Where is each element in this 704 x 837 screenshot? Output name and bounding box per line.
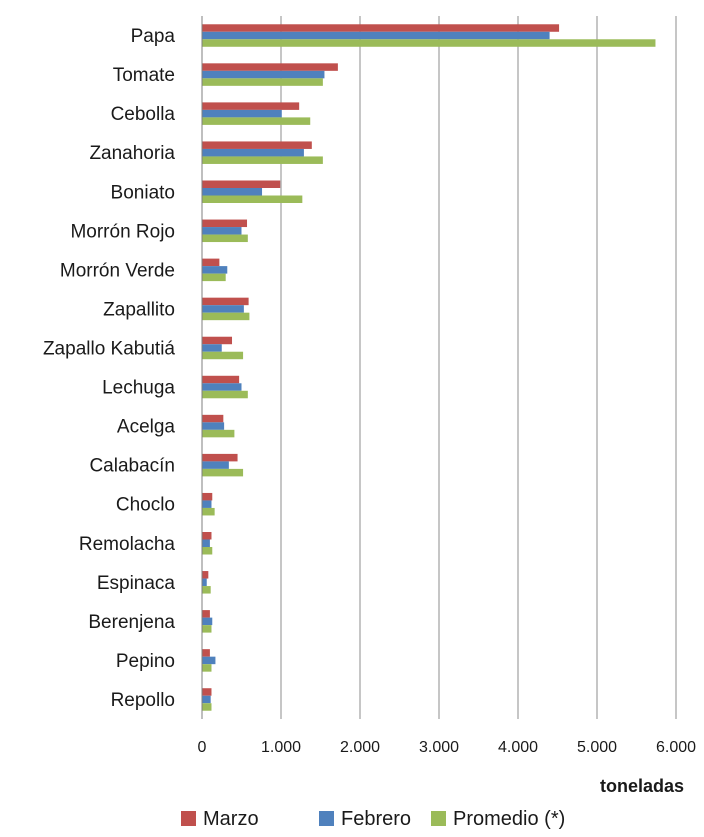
category-label: Choclo [116,495,175,516]
category-labels: Papa Tomate Cebolla Zanahoria Boniato Morrón … [43,26,175,711]
x-tick-label: 2.000 [340,739,380,756]
bar-marzo-17 [202,688,212,696]
bar-febrero-8 [202,344,222,352]
category-label: Papa [131,26,176,47]
bar-marzo-11 [202,453,238,462]
x-tick-label: 5.000 [577,739,617,756]
legend: Marzo Febrero Promedio (*) [181,808,565,830]
category-label: Boniato [111,182,175,203]
bar-promedio-10 [202,429,235,438]
gridlines [280,16,677,719]
category-label: Zapallo Kabutiá [43,338,175,359]
bar-marzo-1 [202,63,338,71]
bar-promedio-14 [202,586,211,594]
bar-marzo-14 [202,571,209,579]
x-tick-label: 0 [198,739,207,756]
bar-febrero-11 [202,461,229,469]
x-tick-label: 6.000 [656,739,696,756]
bar-febrero-0 [202,31,550,40]
x-tick-labels: 0 1.000 2.000 3.000 4.000 5.000 6.000 [198,739,697,756]
legend-swatch [181,811,196,826]
category-label: Zapallito [103,299,175,320]
x-tick-label: 4.000 [498,739,538,756]
bar-promedio-4 [202,195,303,203]
x-axis-title: toneladas [600,776,684,796]
bar-febrero-1 [202,70,325,79]
bar-marzo-4 [202,180,281,188]
bar-febrero-14 [202,578,207,587]
category-label: Repollo [111,690,175,711]
category-label: Morrón Verde [60,260,175,281]
x-tick-label: 3.000 [419,739,459,756]
bar-promedio-17 [202,703,212,711]
bar-marzo-0 [202,24,560,32]
bar-febrero-7 [202,305,244,313]
bar-marzo-6 [202,258,220,267]
category-label: Cebolla [111,104,176,125]
bar-promedio-9 [202,390,248,399]
bar-febrero-2 [202,109,282,118]
bar-promedio-15 [202,625,212,633]
category-label: Remolacha [79,534,176,555]
category-label: Espinaca [97,573,176,594]
bar-febrero-9 [202,383,242,391]
bar-promedio-11 [202,468,244,477]
bars [202,24,656,711]
bar-promedio-2 [202,117,311,125]
bar-marzo-3 [202,141,312,149]
bar-marzo-10 [202,414,224,423]
bar-marzo-9 [202,375,240,384]
bar-febrero-13 [202,539,210,547]
category-label: Lechuga [102,378,175,399]
legend-label: Marzo [203,808,259,830]
bar-marzo-15 [202,610,210,618]
legend-swatch [319,811,334,826]
bar-promedio-7 [202,312,250,321]
bar-febrero-16 [202,656,216,665]
category-label: Berenjena [88,612,175,633]
bar-promedio-1 [202,78,323,86]
category-label: Calabacín [89,456,175,477]
bar-febrero-17 [202,695,211,704]
bar-febrero-10 [202,422,225,430]
bar-febrero-3 [202,148,304,157]
legend-label: Febrero [341,808,411,830]
bar-febrero-12 [202,500,212,508]
bar-marzo-13 [202,532,212,540]
category-label: Acelga [117,417,176,438]
bar-marzo-12 [202,492,213,501]
x-tick-label: 1.000 [261,739,301,756]
bar-febrero-4 [202,188,263,196]
category-label: Morrón Rojo [70,221,175,242]
bar-febrero-5 [202,227,242,235]
bar-promedio-8 [202,351,244,360]
bar-promedio-3 [202,156,323,164]
bar-marzo-2 [202,102,300,110]
category-label: Zanahoria [89,143,175,164]
category-label: Tomate [113,65,175,86]
legend-label: Promedio (*) [453,808,565,830]
bar-promedio-16 [202,664,212,672]
bar-promedio-13 [202,547,213,555]
bar-promedio-5 [202,234,248,243]
bar-marzo-8 [202,336,233,345]
legend-swatch [431,811,446,826]
category-label: Pepino [116,651,175,672]
bar-promedio-6 [202,273,226,282]
bar-marzo-16 [202,649,210,657]
bar-promedio-12 [202,507,215,516]
bar-febrero-6 [202,266,228,274]
bar-marzo-5 [202,219,248,228]
bar-marzo-7 [202,297,249,306]
bar-promedio-0 [202,39,656,47]
bar-febrero-15 [202,617,213,626]
